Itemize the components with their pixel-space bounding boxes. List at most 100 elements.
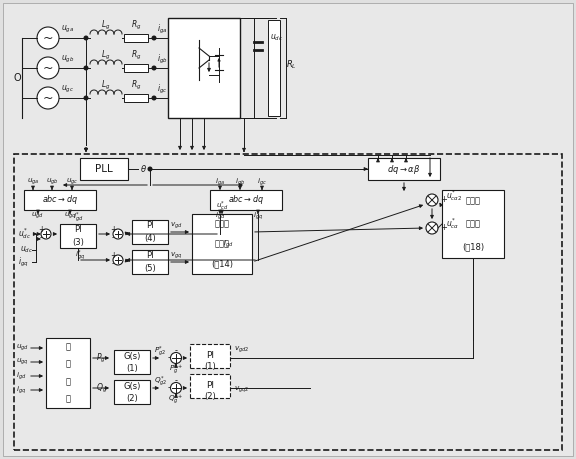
Circle shape [148,167,152,171]
Text: $u_{gc}$: $u_{gc}$ [66,177,78,187]
FancyBboxPatch shape [132,250,168,274]
Text: $i_{gc}$: $i_{gc}$ [157,83,167,95]
Circle shape [37,87,59,109]
Text: -: - [112,259,115,269]
Text: 功: 功 [66,342,70,351]
Text: PI: PI [206,352,214,360]
Text: +: + [440,196,447,205]
Text: ~: ~ [43,32,53,45]
Text: $v_{gd2}$: $v_{gd2}$ [234,345,249,355]
Text: $i_{gd}$: $i_{gd}$ [215,210,225,222]
Text: +: + [110,225,116,235]
Text: $i_{gq}$: $i_{gq}$ [16,384,26,396]
Text: $L_g$: $L_g$ [101,18,111,32]
Text: PLL: PLL [95,164,113,174]
Text: $v_{gq}$: $v_{gq}$ [170,251,183,261]
FancyBboxPatch shape [190,344,230,368]
Text: $i^{*}_{gq}$: $i^{*}_{gq}$ [75,249,85,263]
Text: $u_{gd}$: $u_{gd}$ [16,343,29,353]
Circle shape [426,194,438,206]
FancyBboxPatch shape [114,380,150,404]
Circle shape [84,66,88,70]
Text: O: O [13,73,21,83]
Circle shape [170,382,181,393]
Text: PI: PI [146,252,154,261]
Bar [124,94,148,102]
Text: $L_g$: $L_g$ [101,78,111,91]
Text: -: - [168,353,170,363]
Text: +: + [38,225,44,235]
Text: $i_{gd}$: $i_{gd}$ [223,238,233,250]
Text: $u_{gb}$: $u_{gb}$ [61,53,75,65]
Text: 前馈补: 前馈补 [214,219,229,229]
Text: 压计算: 压计算 [465,219,480,229]
Text: $u^{*}_{c\alpha 2}$: $u^{*}_{c\alpha 2}$ [446,189,462,203]
Text: $abc\rightarrow dq$: $abc\rightarrow dq$ [228,194,264,207]
Text: +: + [110,252,116,261]
FancyBboxPatch shape [368,158,440,180]
Text: $u_{dc}$: $u_{dc}$ [270,33,283,43]
Text: 偿解耦: 偿解耦 [214,240,229,248]
Text: ~: ~ [43,62,53,74]
Text: $R_L$: $R_L$ [286,59,297,71]
Text: G(s): G(s) [123,381,141,391]
Text: $u_{dc}$: $u_{dc}$ [20,245,33,255]
Circle shape [113,255,123,265]
Text: $R_g$: $R_g$ [131,78,141,91]
Text: $v_{gd}$: $v_{gd}$ [170,221,183,231]
Text: $i_{ga}$: $i_{ga}$ [157,22,167,35]
Text: -: - [168,384,170,392]
Text: -: - [175,376,177,386]
Text: $\theta$: $\theta$ [139,163,146,174]
Circle shape [152,36,156,40]
Text: $P^{*}_{g2}$: $P^{*}_{g2}$ [154,345,166,359]
Text: $u_{gq}$: $u_{gq}$ [16,357,29,367]
Text: $R_g$: $R_g$ [131,49,141,62]
Text: PI: PI [146,222,154,230]
FancyBboxPatch shape [60,224,96,248]
Text: -: - [40,234,43,242]
Text: $u^{*}_{dc}$: $u^{*}_{dc}$ [18,227,31,241]
FancyBboxPatch shape [132,220,168,244]
FancyBboxPatch shape [3,3,573,456]
Text: $u^{*}_{cd}$: $u^{*}_{cd}$ [215,199,228,213]
Text: $i_{gc}$: $i_{gc}$ [257,176,267,188]
Text: ~: ~ [43,91,53,105]
Text: (式14): (式14) [211,259,233,269]
Text: $P^{*+}_{g}$: $P^{*+}_{g}$ [169,363,183,377]
Text: (5): (5) [144,263,156,273]
FancyBboxPatch shape [192,214,252,274]
Text: $Q^{*+}_{g}$: $Q^{*+}_{g}$ [168,393,184,407]
Text: $i^{*}_{gd}$: $i^{*}_{gd}$ [73,211,83,225]
Text: +: + [440,224,447,233]
Text: 补偿电: 补偿电 [465,197,480,206]
Text: $R_g$: $R_g$ [131,18,141,32]
Circle shape [152,66,156,70]
Circle shape [84,36,88,40]
FancyBboxPatch shape [80,158,128,180]
Text: $L_g$: $L_g$ [101,49,111,62]
FancyBboxPatch shape [46,338,90,408]
Text: $abc\rightarrow dq$: $abc\rightarrow dq$ [42,194,78,207]
Text: -: - [112,234,115,242]
FancyBboxPatch shape [24,190,96,210]
Bar [268,20,280,116]
Text: $u_{gb}$: $u_{gb}$ [46,177,58,187]
Text: 算: 算 [66,395,70,404]
Circle shape [84,96,88,100]
Text: 率: 率 [66,360,70,369]
Text: $i_{gq}$: $i_{gq}$ [18,256,29,269]
Text: (式18): (式18) [462,242,484,251]
Text: (2): (2) [126,393,138,403]
Text: $i_{gb}$: $i_{gb}$ [157,52,168,66]
Text: (3): (3) [72,237,84,246]
Text: $u^{*}_{c\alpha}$: $u^{*}_{c\alpha}$ [446,217,459,231]
Circle shape [41,229,51,239]
Text: PI: PI [74,225,82,235]
Text: $i_{gq}$: $i_{gq}$ [253,210,263,222]
FancyBboxPatch shape [190,374,230,398]
Text: $i_{gb}$: $i_{gb}$ [235,176,245,188]
Text: $u_{gd}$: $u_{gd}$ [32,211,44,221]
Bar [124,34,148,42]
Text: 计: 计 [66,377,70,386]
